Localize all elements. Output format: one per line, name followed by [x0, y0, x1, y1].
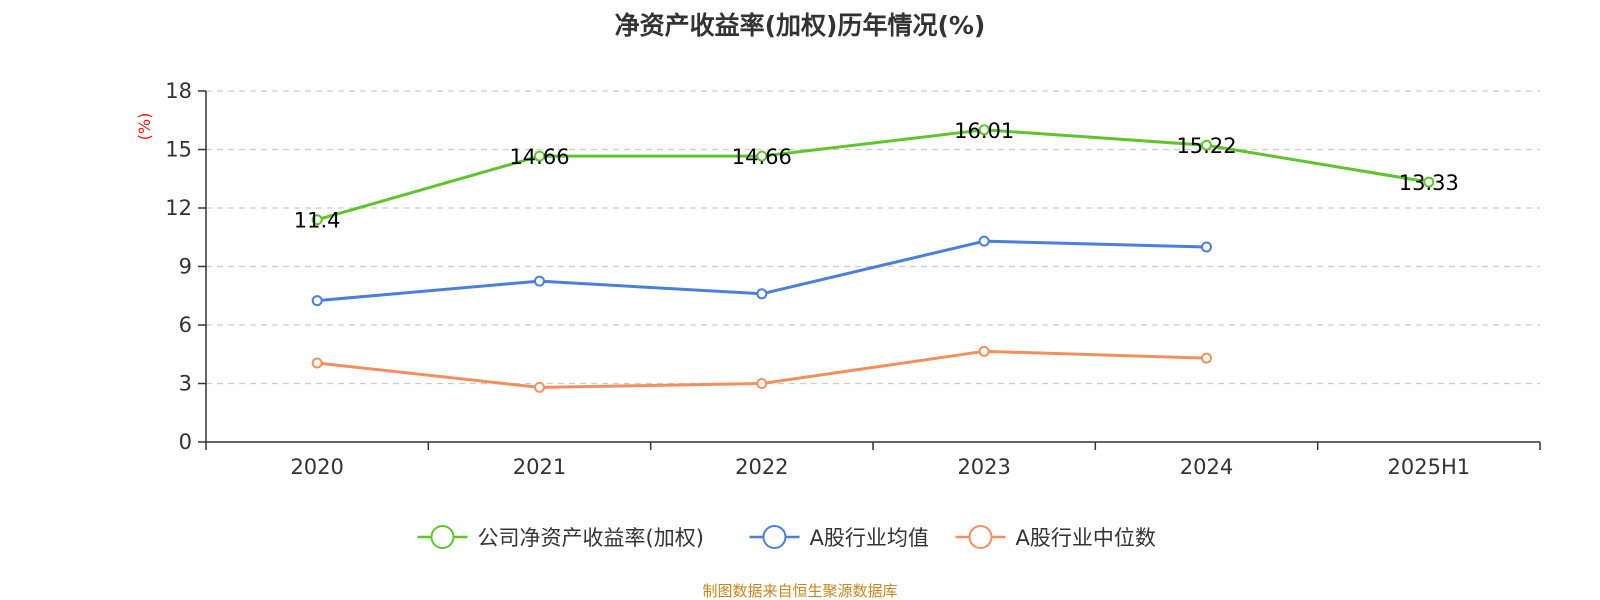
data-label: 11.4 [294, 209, 341, 233]
x-tick-label: 2022 [735, 455, 788, 479]
data-point [1201, 241, 1212, 253]
data-label: 14.66 [732, 145, 792, 169]
x-tick-label: 2023 [957, 455, 1010, 479]
source-note: 制图数据来自恒生聚源数据库 [702, 582, 898, 600]
data-point [756, 288, 768, 300]
data-point [978, 124, 990, 136]
y-tick-label: 12 [165, 196, 192, 220]
legend-item: A股行业中位数 [955, 525, 1156, 550]
legend-label: 公司净资产收益率(加权) [478, 526, 704, 550]
data-label: 16.01 [954, 119, 1014, 143]
x-tick-label: 2021 [513, 455, 566, 479]
legend-swatch-marker [430, 525, 455, 549]
legend-label: A股行业均值 [810, 526, 929, 550]
legend-item: 公司净资产收益率(加权) [417, 525, 704, 550]
y-tick-label: 18 [165, 79, 192, 103]
legend-swatch-marker [762, 525, 787, 549]
series-line [316, 128, 1430, 222]
data-point [756, 150, 768, 162]
data-point [1201, 352, 1212, 364]
data-label: 15.22 [1176, 134, 1236, 158]
data-point [756, 378, 768, 389]
data-point [311, 295, 323, 307]
data-point [311, 214, 323, 226]
data-point [534, 275, 545, 287]
data-point [1423, 176, 1435, 188]
y-tick-label: 3 [179, 372, 192, 396]
data-label: 13.33 [1399, 171, 1459, 195]
y-tick-label: 9 [179, 255, 192, 279]
data-point [1201, 139, 1212, 151]
legend-swatch-marker [968, 525, 993, 549]
data-point [978, 345, 990, 357]
legend-label: A股行业中位数 [1016, 526, 1156, 550]
x-tick-label: 2025H1 [1388, 455, 1471, 479]
legend-item: A股行业均值 [749, 525, 929, 550]
data-point [534, 381, 545, 393]
y-tick-label: 15 [165, 138, 192, 162]
data-point [978, 235, 990, 247]
series-2 [311, 235, 1212, 307]
data-point [311, 357, 323, 369]
y-tick-label: 0 [179, 430, 192, 454]
chart-title: 净资产收益率(加权)历年情况(%) [614, 11, 986, 40]
x-tick-label: 2024 [1180, 455, 1233, 479]
data-label: 14.66 [509, 145, 569, 169]
y-axis-label: (%) [135, 113, 154, 141]
series-1: 11.4 14.66 14.66 16.01 15.22 13.33 [294, 119, 1459, 233]
legend: 公司净资产收益率(加权) A股行业均值 A股行业中位数 [417, 525, 1156, 550]
data-point [534, 150, 545, 162]
series-3 [311, 345, 1212, 393]
x-tick-label: 2020 [290, 455, 343, 479]
y-tick-label: 6 [179, 313, 192, 337]
